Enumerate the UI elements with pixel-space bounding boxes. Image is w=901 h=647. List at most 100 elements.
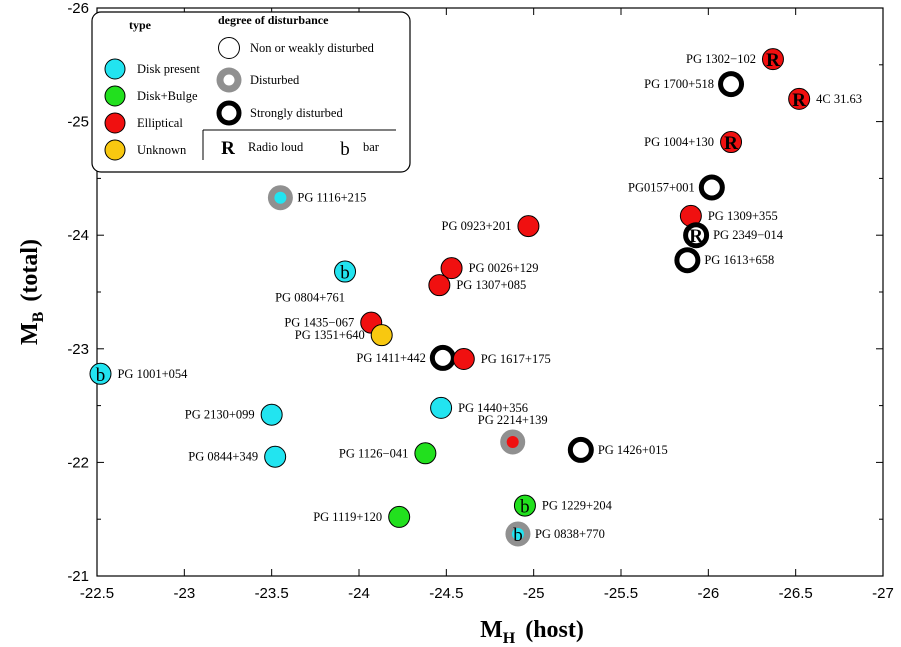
x-tick-label: -25.5 [604, 585, 638, 602]
y-tick-label: -21 [67, 568, 89, 585]
point-label: PG 1440+356 [458, 401, 528, 415]
legend-disturbance-label: Disturbed [250, 73, 300, 87]
point-pg-2349-014: R PG 2349−014 [683, 222, 784, 249]
point-pg-1700-518-ring [718, 71, 745, 98]
point-label: PG 0838+770 [535, 527, 605, 541]
x-tick-label: -26 [697, 585, 719, 602]
point-label: PG 1119+120 [313, 510, 382, 524]
point-label: PG 1302−102 [686, 52, 756, 66]
point-pg-1411-442: PG 1411+442 [356, 344, 456, 371]
point-pg-0804-761: b PG 0804+761 [275, 260, 357, 305]
point-label: PG 1426+015 [598, 443, 668, 457]
point-4c-31-63-dot [788, 87, 811, 110]
legend-swatch-disk-bulge [104, 85, 126, 107]
x-tick-label: -24 [348, 585, 370, 602]
legend-type-label: Disk present [137, 62, 200, 76]
x-tick-label: -24.5 [429, 585, 463, 602]
axis-ticks: -22.5 -23 -23.5 -24 -24.5 -25 -25.5 -26 -26.5 -27… [67, 0, 894, 602]
point-pg-1309-355: PG 1309+355 [679, 204, 778, 227]
legend-radio-label: Radio loud [248, 140, 304, 154]
legend-type-label: Disk+Bulge [137, 89, 198, 103]
point-pg-1126-041-dot [414, 442, 437, 465]
legend-box [91, 11, 411, 173]
point-pg-1351-640-dot [370, 324, 393, 347]
point-label: PG 2214+139 [478, 413, 548, 427]
point-pg-0838-770: b PG 0838+770 [505, 521, 605, 547]
point-pg-2349-014-radio-mark: R [689, 226, 703, 247]
point-label: PG 1613+658 [704, 253, 774, 267]
point-pg-1613-658: PG 1613+658 [674, 247, 774, 274]
point-pg-1229-204-bar-mark: b [520, 497, 530, 518]
data-points: R PG 1302−102 PG 1700+518 R 4C 31.63 R PG 1004… [89, 48, 862, 547]
x-tick-label: -23 [173, 585, 195, 602]
point-pg-0026-129-dot [440, 257, 463, 280]
point-pg-1001-054: b PG 1001+054 [89, 362, 188, 386]
legend-type-title: type [129, 18, 152, 32]
point-pg-1426-015: PG 1426+015 [567, 436, 668, 463]
point-4c-31-63-radio-mark: R [792, 90, 806, 111]
point-pg-0804-761-bar-mark: b [340, 263, 350, 284]
point-pg-0923-201: PG 0923+201 [442, 215, 540, 238]
legend-type-label: Elliptical [137, 116, 183, 130]
point-label: PG 1126−041 [339, 446, 408, 460]
point-label: PG 1617+175 [481, 352, 551, 366]
point-label: PG 1116+215 [297, 191, 366, 205]
point-label: PG 2130+099 [185, 408, 255, 422]
point-pg-2214-139-dot [506, 435, 519, 448]
point-pg-0923-201-dot [517, 215, 540, 238]
point-pg-1126-041: PG 1126−041 [339, 442, 437, 465]
point-pg-1440-356-dot [430, 396, 453, 419]
point-pg-1307-085: PG 1307+085 [428, 274, 526, 297]
legend-swatch-disk-present [104, 58, 126, 80]
point-label: PG 1309+355 [708, 209, 778, 223]
point-pg-1004-130-radio-mark: R [724, 133, 738, 154]
point-label: 4C 31.63 [816, 92, 862, 106]
point-pg-1119-120-dot [388, 505, 411, 528]
point-pg-1617-175-dot [452, 348, 475, 371]
x-tick-label: -27 [872, 585, 894, 602]
point-pg-1229-204-dot [513, 494, 536, 517]
y-tick-label: -24 [67, 227, 89, 244]
legend: type degree of disturbance Disk present Dis… [91, 11, 411, 173]
x-tick-label: -23.5 [255, 585, 289, 602]
point-pg-1119-120: PG 1119+120 [313, 505, 411, 528]
y-tick-label: -23 [67, 341, 89, 358]
point-pg-1004-130-dot [720, 131, 743, 154]
point-label: PG 1351+640 [295, 328, 365, 342]
point-pg-0026-129: PG 0026+129 [440, 257, 539, 280]
point-pg-1302-102: R PG 1302−102 [686, 48, 784, 71]
point-pg-1700-518: PG 1700+518 [644, 71, 745, 98]
x-tick-label: -25 [523, 585, 545, 602]
point-pg-2130-099-dot [260, 403, 283, 426]
point-pg-1613-658-ring [674, 247, 701, 274]
point-pg-1001-054-dot [89, 362, 112, 385]
y-axis-title: MB(total) [17, 239, 47, 345]
point-pg-1617-175: PG 1617+175 [452, 348, 551, 371]
point-label: PG 0026+129 [469, 261, 539, 275]
point-pg0157-001: PG0157+001 [628, 174, 725, 201]
point-pg-1302-102-radio-mark: R [766, 50, 780, 71]
point-pg-1351-640: PG 1351+640 [295, 324, 393, 347]
x-tick-label: -26.5 [779, 585, 813, 602]
point-label: PG 1229+204 [542, 499, 613, 513]
axis-titles: MH (host) MB(total) [17, 239, 584, 647]
point-pg-1116-215: PG 1116+215 [267, 185, 366, 211]
point-pg-1116-215-dot [274, 191, 287, 204]
legend-type-label: Unknown [137, 143, 187, 157]
legend-swatch-none [218, 37, 240, 59]
point-pg-0844-349-dot [264, 445, 287, 468]
point-pg-1229-204: b PG 1229+204 [513, 494, 613, 518]
point-pg-1302-102-dot [761, 48, 784, 71]
point-pg-2130-099: PG 2130+099 [185, 403, 283, 426]
point-label: PG 1001+054 [117, 367, 188, 381]
legend-swatch-unknown [104, 139, 126, 161]
point-pg-0804-761-dot [334, 260, 357, 283]
point-label: PG 1004+130 [644, 135, 714, 149]
point-label: PG 0804+761 [275, 291, 345, 305]
legend-swatch-disturbed-core [223, 74, 235, 86]
point-pg-0838-770-bar-mark: b [513, 525, 523, 546]
legend-radio-symbol: R [221, 138, 235, 159]
y-tick-label: -25 [67, 114, 89, 131]
point-pg-0844-349: PG 0844+349 [188, 445, 287, 468]
